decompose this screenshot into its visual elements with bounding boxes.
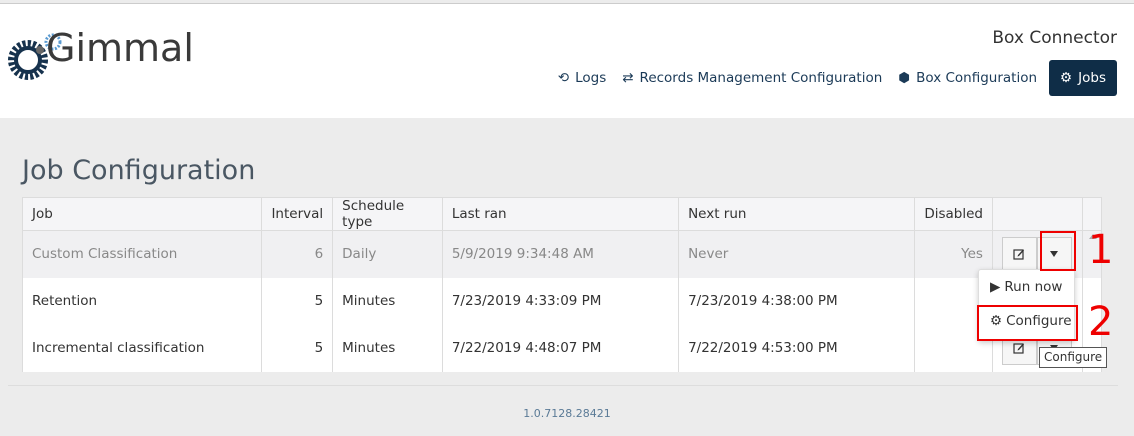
menu-label: Configure (1006, 313, 1072, 329)
nav-label: Jobs (1078, 70, 1106, 86)
page-title: Job Configuration (22, 155, 256, 186)
nav-logs[interactable]: ⟲ Logs (550, 62, 614, 94)
table-row: Incremental classification 5 Minutes 7/2… (21, 324, 1103, 372)
cell-job: Incremental classification (21, 324, 263, 372)
nav-label: Box Configuration (916, 70, 1038, 86)
menu-item-run-now[interactable]: ▶ Run now (979, 270, 1074, 304)
cell-job: Custom Classification (21, 230, 263, 278)
table-row: Retention 5 Minutes 7/23/2019 4:33:09 PM… (21, 277, 1103, 325)
cell-next-run: Never (678, 230, 916, 278)
cell-schedule: Daily (332, 230, 443, 278)
gear-icon: ⚙ (990, 313, 1003, 329)
scroll-up-arrow[interactable] (1089, 234, 1097, 239)
history-icon: ⟲ (557, 70, 570, 86)
gear-icon: ⚙ (1060, 70, 1073, 86)
menu-label: Run now (1004, 279, 1063, 295)
tooltip: Configure (1039, 347, 1108, 368)
edit-icon (1013, 249, 1025, 260)
cell-interval: 6 (261, 230, 334, 278)
col-interval: Interval (261, 197, 334, 231)
col-disabled: Disabled (914, 197, 993, 231)
exchange-icon: ⇄ (622, 70, 634, 86)
col-job: Job (21, 197, 263, 231)
nav-jobs[interactable]: ⚙ Jobs (1049, 60, 1117, 96)
header: Gimmal Box Connector ⟲ Logs ⇄ Records Mana… (0, 3, 1134, 118)
scroll-cell (1081, 230, 1103, 278)
main-nav: ⟲ Logs ⇄ Records Management Configuration … (550, 60, 1117, 96)
table-row: Custom Classification 6 Daily 5/9/2019 9… (21, 230, 1103, 278)
app-title: Box Connector (992, 28, 1117, 48)
cube-icon: ⬢ (898, 70, 911, 86)
menu-item-configure[interactable]: ⚙ Configure (979, 304, 1074, 338)
cell-next-run: 7/22/2019 4:53:00 PM (678, 324, 916, 372)
cell-schedule: Minutes (332, 277, 443, 325)
cell-interval: 5 (261, 324, 334, 372)
cell-last-ran: 7/22/2019 4:48:07 PM (441, 324, 680, 372)
cell-next-run: 7/23/2019 4:38:00 PM (678, 277, 916, 325)
col-scroll (1081, 197, 1103, 231)
col-next-run: Next run (678, 197, 916, 231)
nav-label: Records Management Configuration (639, 70, 883, 86)
version-text: 1.0.7128.28421 (523, 407, 611, 420)
caret-down-icon (1050, 251, 1059, 258)
scroll-cell (1081, 277, 1103, 325)
annotation-box-2 (977, 305, 1078, 341)
gimmal-logo-gears-icon (8, 33, 62, 80)
cell-last-ran: 7/23/2019 4:33:09 PM (441, 277, 680, 325)
col-last-ran: Last ran (441, 197, 680, 231)
logo-text: Gimmal (46, 26, 194, 70)
col-schedule-type: Schedule type (332, 197, 443, 231)
nav-box-configuration[interactable]: ⬢ Box Configuration (890, 62, 1045, 94)
annotation-box-1 (1040, 231, 1076, 271)
jobs-table: Job Interval Schedule type Last ran Next… (21, 197, 1103, 372)
edit-icon (1013, 343, 1025, 354)
nav-label: Logs (575, 70, 607, 86)
footer-divider (8, 385, 1118, 386)
col-actions (991, 197, 1083, 231)
play-icon: ▶ (990, 279, 1001, 295)
annotation-marker-1: 1 (1088, 227, 1114, 273)
annotation-marker-2: 2 (1088, 299, 1114, 345)
cell-last-ran: 5/9/2019 9:34:48 AM (441, 230, 680, 278)
cell-job: Retention (21, 277, 263, 325)
cell-schedule: Minutes (332, 324, 443, 372)
nav-records-management-configuration[interactable]: ⇄ Records Management Configuration (614, 62, 890, 94)
cell-interval: 5 (261, 277, 334, 325)
table-header: Job Interval Schedule type Last ran Next… (21, 197, 1103, 231)
edit-button[interactable] (1001, 237, 1037, 272)
